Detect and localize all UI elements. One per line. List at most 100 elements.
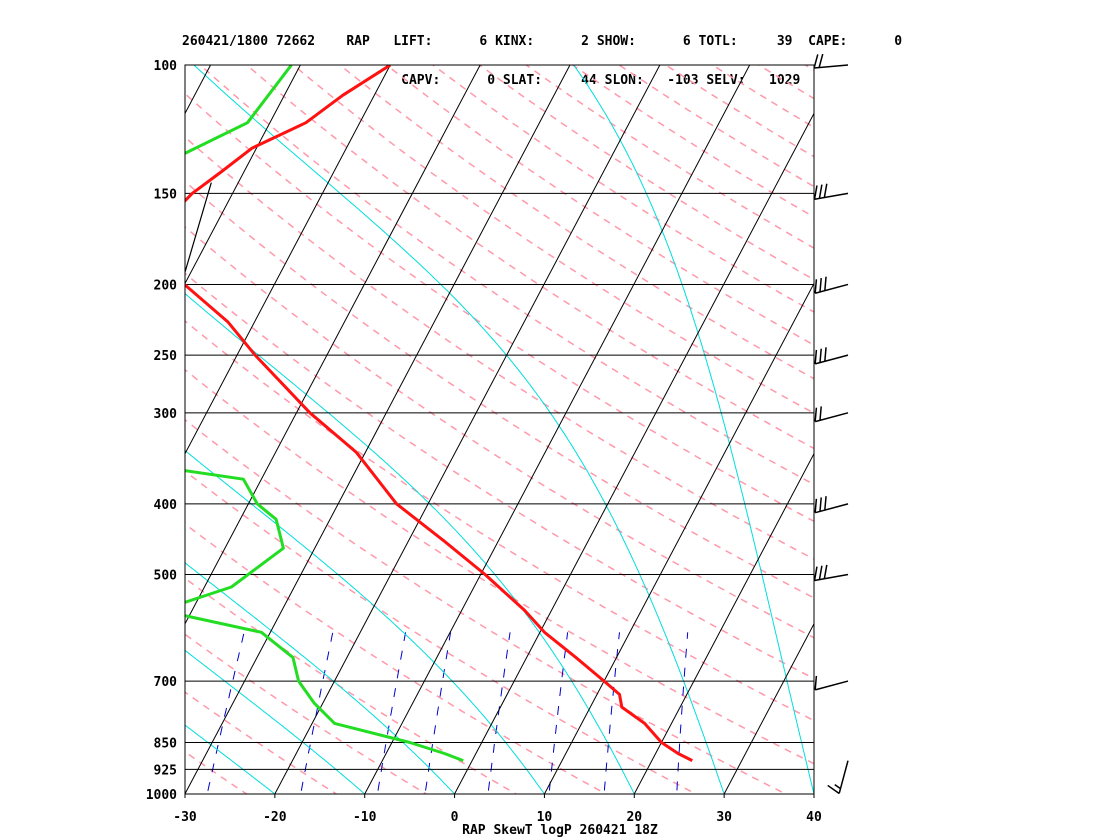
wind-barb	[813, 53, 849, 69]
mixing-ratio-line	[376, 632, 407, 794]
pressure-tick-label: 150	[154, 187, 178, 202]
pressure-tick-label: 400	[154, 498, 178, 513]
temperature-trace	[185, 65, 693, 762]
wind-barb-feather	[818, 184, 823, 199]
sounding-header: 260421/1800 72662 RAP LIFT: 6 KINX: 2 SH…	[182, 9, 902, 100]
temperature-tick-label: 20	[626, 810, 642, 825]
mixing-ratio-line	[548, 632, 569, 794]
isotherm	[813, 792, 814, 794]
pressure-tick-label: 700	[154, 675, 178, 690]
moist-adiabat	[185, 449, 545, 794]
temperature-tick-label: 40	[806, 810, 822, 825]
mixing-ratio-line	[424, 632, 452, 794]
temperature-tick-label: 10	[537, 810, 553, 825]
wind-barb	[814, 675, 849, 691]
parcel-trace	[185, 182, 212, 275]
wind-barbs	[813, 53, 849, 795]
temperature-tick-label: -20	[263, 810, 287, 825]
dry-adiabat	[185, 319, 814, 722]
wind-barb-feather	[814, 675, 818, 690]
dry-adiabat	[185, 691, 338, 794]
wind-barb-feather	[823, 564, 828, 579]
wind-barb-staff	[814, 680, 849, 691]
dry-adiabat	[185, 92, 814, 523]
moist-adiabat	[185, 649, 366, 794]
mixing-ratio-line	[206, 632, 245, 794]
wind-barb-feather	[818, 565, 823, 580]
isotherm	[185, 65, 301, 285]
isotherm	[274, 65, 661, 794]
dry-adiabat	[185, 136, 814, 561]
dry-adiabat	[185, 470, 698, 794]
sounding-traces	[185, 65, 693, 763]
wind-barb-feather	[814, 407, 818, 422]
isotherm	[364, 65, 751, 794]
wind-barb	[814, 406, 849, 423]
isotherm	[633, 452, 814, 794]
wind-barb-feather	[814, 279, 818, 294]
wind-barb	[827, 760, 849, 795]
header-line-2: CAPV: 0 SLAT: 44 SLON: -103 SELV: 1029	[182, 73, 801, 88]
temperature-tick-label: 30	[716, 810, 732, 825]
dry-adiabat	[571, 65, 814, 218]
dry-adiabat	[803, 65, 814, 72]
mixing-ratio-line	[487, 632, 511, 794]
temperature-tick-labels: -30 -20 -10 0 10 20 30 40	[173, 794, 822, 825]
dry-adiabat	[524, 65, 814, 249]
dry-adiabat	[292, 65, 814, 415]
isotherm	[0, 32, 138, 810]
dry-adiabat	[199, 65, 814, 486]
wind-barb	[814, 496, 849, 514]
isotherm	[185, 65, 481, 625]
isotherm	[453, 112, 814, 794]
wind-barb-feather	[819, 406, 822, 421]
dry-adiabat	[185, 418, 788, 794]
plot-border	[184, 64, 815, 795]
mixing-ratio-line	[300, 632, 334, 794]
pressure-tick-label: 500	[154, 569, 178, 584]
wind-barb-feather	[813, 185, 818, 200]
temperature-tick-label: -30	[173, 810, 197, 825]
moist-adiabat	[573, 65, 814, 794]
dry-adiabat	[185, 180, 814, 599]
wind-barb-feather	[813, 54, 819, 69]
dry-adiabat	[185, 272, 814, 680]
wind-barb-feather	[819, 277, 822, 293]
isotherm	[723, 622, 814, 794]
dry-adiabat	[185, 750, 248, 794]
dry-adiabat	[185, 522, 608, 794]
isotherm	[185, 65, 571, 794]
wind-barb-feather	[818, 53, 824, 68]
temperature-tick-label: -10	[353, 810, 377, 825]
background-lines	[0, 32, 814, 810]
dry-adiabat	[185, 368, 814, 765]
plot-frame	[184, 64, 815, 795]
pressure-tick-label: 850	[154, 737, 178, 752]
wind-barb-feather	[824, 347, 827, 362]
mixing-ratio-line	[603, 632, 620, 794]
wind-barb-feather	[813, 566, 818, 581]
wind-barb	[814, 276, 849, 294]
dry-adiabat	[185, 633, 428, 794]
wind-barb	[813, 183, 849, 201]
dry-adiabat	[385, 65, 814, 346]
wind-barb-feather	[814, 498, 818, 513]
wind-barb-half-feather	[834, 784, 841, 790]
chart-title: RAP SkewT logP 260421 18Z	[462, 823, 658, 838]
pressure-tick-label: 200	[154, 278, 178, 293]
moist-adiabat	[193, 65, 725, 794]
header-line-1: 260421/1800 72662 RAP LIFT: 6 KINX: 2 SH…	[182, 34, 903, 49]
dry-adiabat	[757, 65, 814, 100]
pressure-tick-labels: 100 150 200 250 300 400 500 700 850 925 1000	[146, 59, 177, 803]
wind-barb-feather	[823, 183, 828, 198]
temperature-tick-label: 0	[451, 810, 459, 825]
wind-barb-feather	[824, 496, 827, 511]
dry-adiabat	[710, 65, 814, 129]
pressure-tick-label: 925	[154, 763, 177, 778]
wind-barb	[814, 347, 849, 365]
wind-barb-feather	[814, 349, 818, 364]
isotherm	[185, 65, 391, 455]
dry-adiabat	[245, 65, 814, 450]
pressure-tick-label: 250	[154, 349, 178, 364]
